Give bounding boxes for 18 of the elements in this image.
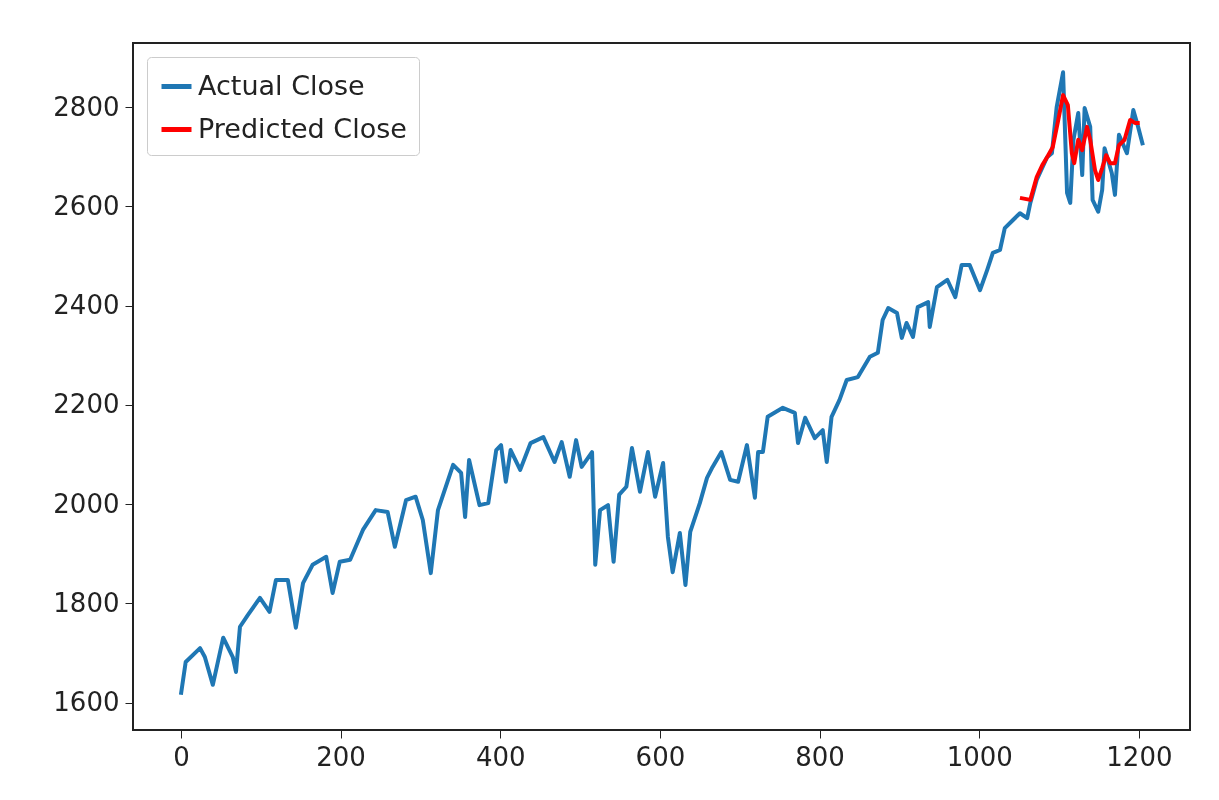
x-tick-label: 400 (475, 741, 526, 772)
x-tick-label: 800 (795, 741, 845, 772)
x-tick-label: 1200 (1106, 741, 1173, 772)
y-tick-label: 2400 (53, 290, 120, 321)
y-tick-label: 2000 (53, 488, 120, 519)
x-tick-label: 0 (173, 741, 190, 772)
line-series (1017, 93, 1142, 202)
y-tick-label: 2800 (53, 91, 120, 122)
x-tick-label: 600 (635, 741, 686, 772)
line-series (178, 70, 1145, 697)
y-tick-label: 1800 (53, 587, 120, 618)
x-tick-label: 200 (316, 741, 366, 772)
y-tick-label: 2200 (53, 389, 120, 420)
y-tick-label: 1600 (53, 687, 120, 718)
x-tick-label: 1000 (946, 741, 1013, 772)
legend-label: Actual Close (198, 69, 365, 101)
y-tick-label: 2600 (53, 190, 120, 221)
legend-label: Predicted Close (198, 112, 407, 144)
